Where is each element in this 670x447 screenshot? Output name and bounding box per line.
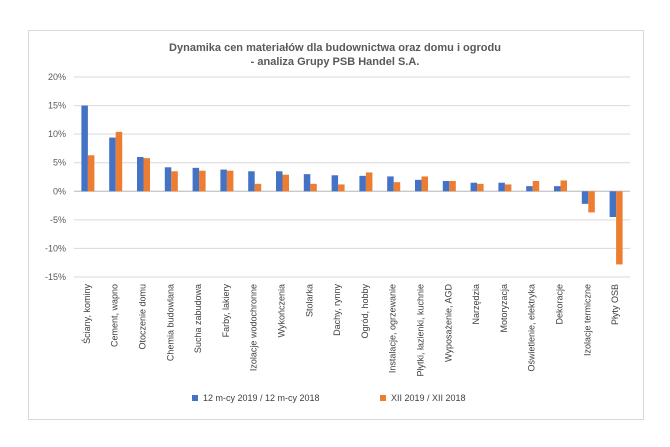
- x-tick-label: Otoczenie domu: [138, 284, 148, 350]
- bar-2: [421, 176, 428, 192]
- x-tick-label: Cement, wapno: [110, 284, 120, 347]
- bar-2: [143, 158, 150, 192]
- x-tick-label: Izolacje termiczne: [582, 284, 592, 356]
- bar-1: [526, 186, 533, 192]
- y-tick-label: 5%: [53, 158, 66, 168]
- bar-2: [616, 191, 623, 265]
- bar-2: [393, 182, 401, 192]
- bar-1: [442, 181, 450, 192]
- x-tick-label: Farby, lakiery: [221, 284, 231, 338]
- bar-2: [199, 170, 206, 192]
- bar-2: [115, 131, 123, 192]
- legend-swatch-series-2: [380, 395, 386, 401]
- bar-1: [192, 167, 200, 192]
- legend-swatch-series-1: [192, 395, 198, 401]
- bar-1: [470, 182, 478, 192]
- chart-title-line-2: - analiza Grupy PSB Handel S.A.: [250, 56, 420, 68]
- bar-2: [449, 181, 456, 192]
- y-tick-label: 10%: [48, 129, 66, 139]
- x-tick-label: Płytki, łazienki, kuchnie: [416, 284, 426, 377]
- bar-1: [415, 179, 422, 192]
- bar-2: [87, 155, 95, 192]
- bar-1: [248, 171, 255, 192]
- bar-1: [359, 175, 366, 192]
- y-tick-label: 0%: [53, 186, 66, 196]
- bar-2: [532, 181, 540, 192]
- bar-2: [338, 184, 345, 192]
- x-tick-label: Izolacje wodochronne: [249, 284, 259, 371]
- bar-1: [387, 176, 394, 192]
- bar-1: [109, 137, 116, 192]
- x-tick-label: Chemia budowlana: [165, 284, 175, 361]
- bar-1: [609, 191, 617, 217]
- bar-1: [498, 182, 505, 192]
- y-tick-label: 20%: [48, 72, 66, 82]
- chart-area: [28, 30, 644, 420]
- bar-1: [81, 105, 88, 192]
- bar-2: [560, 180, 567, 192]
- x-tick-label: Motoryzacja: [499, 284, 509, 333]
- x-tick-label: Oświetlenie, elektryka: [527, 284, 537, 372]
- x-tick-label: Wykończenia: [277, 284, 287, 337]
- x-tick-label: Dekoracje: [555, 284, 565, 325]
- bar-1: [303, 174, 311, 192]
- x-tick-label: Płyty OSB: [610, 284, 620, 325]
- x-tick-label: Sucha zabudowa: [193, 284, 203, 353]
- legend-item-series-2: XII 2019 / XII 2018: [380, 393, 466, 403]
- bar-1: [276, 171, 283, 192]
- bar-2: [254, 183, 262, 192]
- legend-label-series-2: XII 2019 / XII 2018: [391, 393, 466, 403]
- y-tick-label: -5%: [50, 215, 66, 225]
- y-tick-label: 15%: [48, 101, 66, 111]
- bar-1: [581, 191, 589, 204]
- bar-1: [331, 175, 339, 192]
- chart-title-line-1: Dynamika cen materiałów dla budownictwa …: [169, 42, 501, 54]
- bar-1: [137, 157, 144, 192]
- bar-2: [365, 172, 373, 192]
- x-tick-label: Wyposażenie, AGD: [443, 284, 453, 362]
- x-tick-label: Stolarka: [304, 284, 314, 317]
- bar-1: [554, 186, 561, 192]
- x-tick-label: Narzędzia: [471, 284, 481, 325]
- bar-2: [477, 183, 484, 192]
- bar-2: [171, 171, 178, 192]
- x-tick-label: Ściany, kominy: [81, 284, 92, 344]
- y-tick-label: -10%: [45, 243, 66, 253]
- bar-1: [164, 167, 172, 192]
- y-tick-label: -15%: [45, 272, 66, 282]
- legend-item-series-1: 12 m-cy 2019 / 12 m-cy 2018: [192, 393, 320, 403]
- x-tick-label: Instalacje, ogrzewanie: [388, 284, 398, 373]
- bar-2: [504, 184, 512, 192]
- bar-2: [226, 170, 234, 192]
- bar-1: [220, 169, 227, 192]
- x-tick-label: Dachy, rynny: [332, 284, 342, 336]
- legend-label-series-1: 12 m-cy 2019 / 12 m-cy 2018: [203, 393, 320, 403]
- bar-2: [310, 183, 317, 192]
- bar-2: [282, 174, 289, 192]
- x-tick-label: Ogród, hobby: [360, 284, 370, 339]
- bar-2: [588, 191, 595, 213]
